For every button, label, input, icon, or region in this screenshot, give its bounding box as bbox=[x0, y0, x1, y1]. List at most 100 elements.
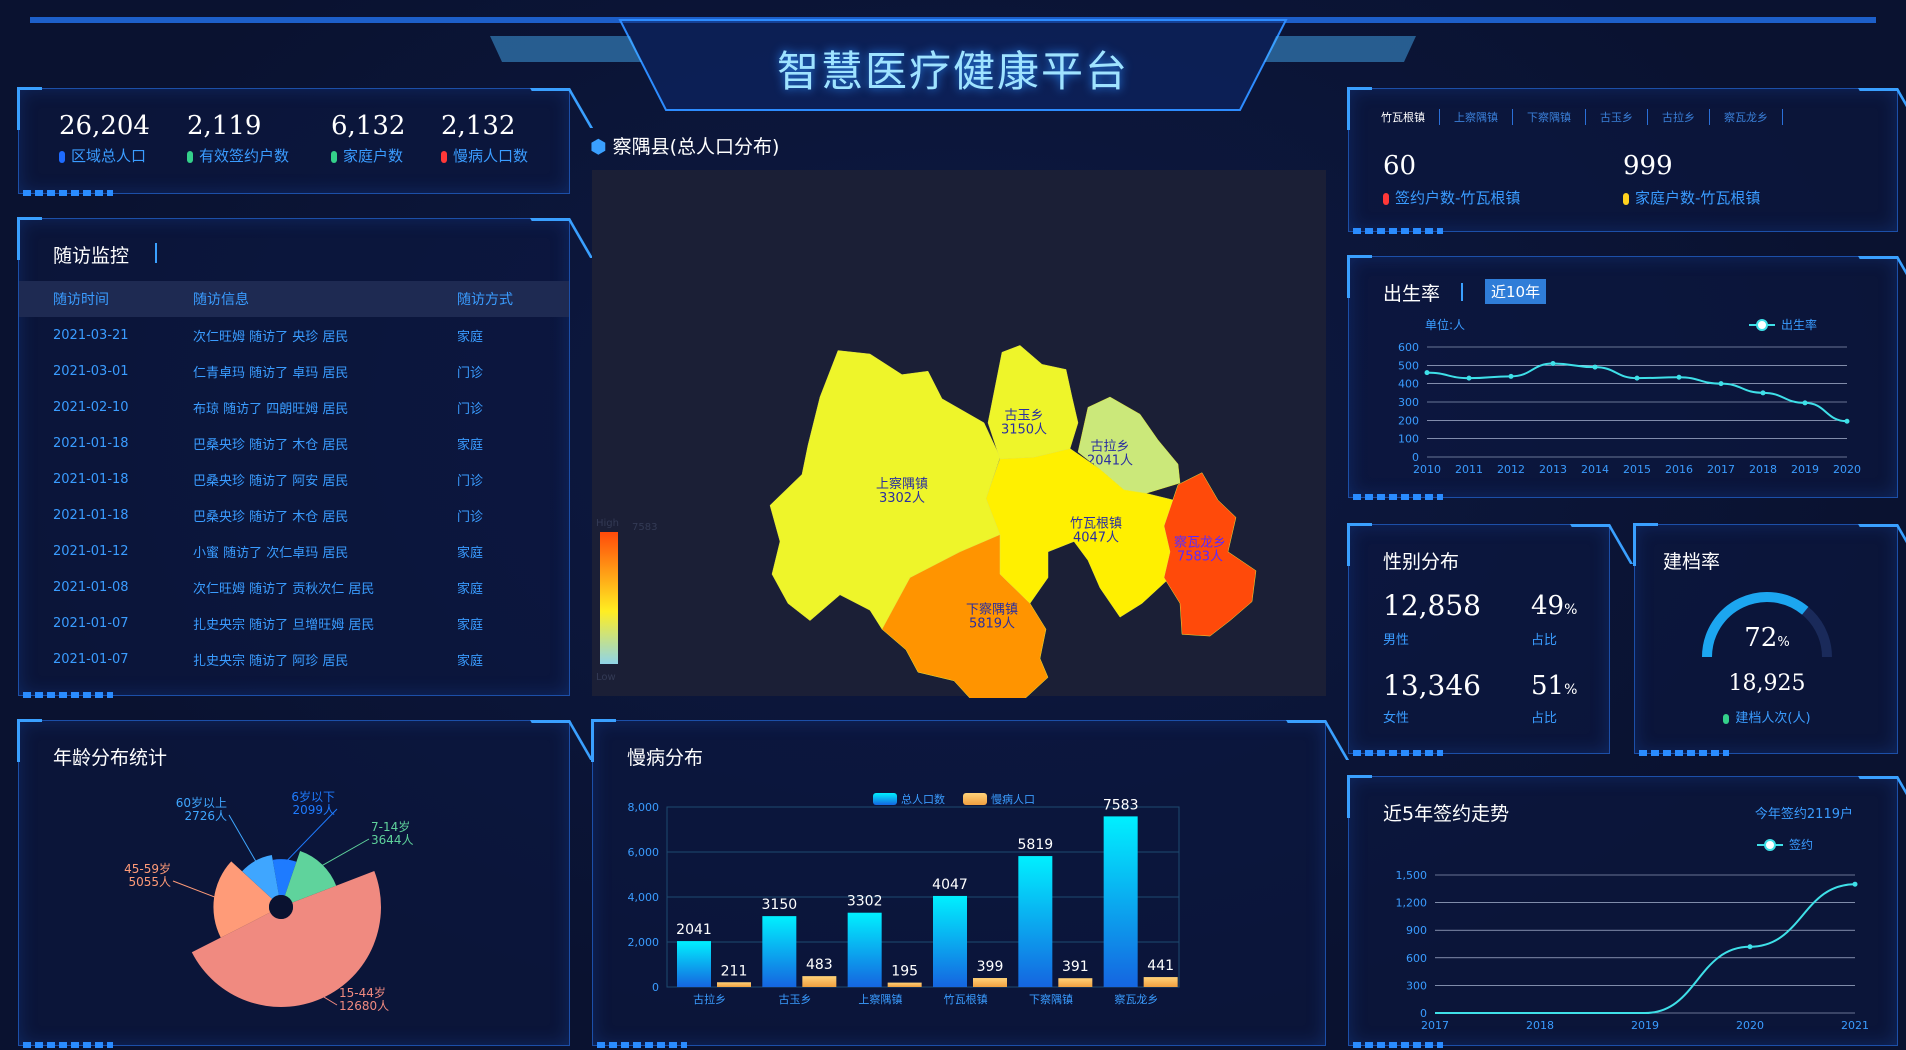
pie-slice[interactable] bbox=[242, 854, 279, 899]
bar-total[interactable] bbox=[1103, 816, 1138, 987]
bar-chronic[interactable] bbox=[1143, 977, 1178, 987]
legend-swatch bbox=[963, 793, 987, 805]
legend-label[interactable]: 出生率 bbox=[1781, 317, 1817, 332]
bar-total[interactable] bbox=[677, 941, 711, 987]
table-row[interactable]: 2021-01-18 巴桑央珍 随访了 木仓 居民 家庭 bbox=[19, 425, 569, 461]
tab-town-0[interactable]: 竹瓦根镇 bbox=[1381, 109, 1440, 125]
table-cell: 仁青卓玛 随访了 卓玛 居民 bbox=[193, 365, 349, 381]
table-row[interactable]: 2021-02-10 布琼 随访了 四朗旺姆 居民 门诊 bbox=[19, 389, 569, 425]
stat-value: 6,132 bbox=[331, 111, 406, 141]
pie-value: 5055人 bbox=[128, 875, 171, 889]
series-line bbox=[1426, 362, 1848, 423]
pie-label: 7-14岁 bbox=[371, 819, 410, 834]
table-row[interactable]: 2021-01-18 巴桑央珍 随访了 阿安 居民 门诊 bbox=[19, 461, 569, 497]
town-stat-label: 签约户数-竹瓦根镇 bbox=[1383, 187, 1623, 208]
y-axis-label: 单位:人 bbox=[1425, 317, 1465, 332]
sign-panel: 近5年签约走势 今年签约2119户 0 300 600 900 1,200 1,500 20… bbox=[1347, 775, 1906, 1048]
region-name: 下察隅镇 bbox=[966, 603, 1018, 618]
y-tick-label: 200 bbox=[1398, 414, 1419, 427]
bar-label: 399 bbox=[977, 959, 1004, 975]
visual-map-bar[interactable] bbox=[600, 532, 618, 664]
bar-chronic[interactable] bbox=[887, 982, 922, 987]
legend-label[interactable]: 总人口数 bbox=[901, 792, 945, 806]
female-pct-label: 占比 bbox=[1531, 711, 1558, 726]
table-cell: 巴桑央珍 随访了 木仓 居民 bbox=[193, 437, 349, 453]
pie-slice[interactable] bbox=[272, 859, 297, 896]
region-name: 上察隅镇 bbox=[876, 477, 928, 492]
data-point bbox=[1592, 364, 1598, 370]
bar-chronic[interactable] bbox=[1058, 978, 1093, 987]
legend-marker bbox=[1764, 839, 1776, 851]
tab-town-5[interactable]: 察瓦龙乡 bbox=[1710, 109, 1783, 125]
tab-town-4[interactable]: 古拉乡 bbox=[1648, 109, 1710, 125]
table-row[interactable]: 2021-01-18 巴桑央珍 随访了 木仓 居民 门诊 bbox=[19, 497, 569, 533]
table-row[interactable]: 2021-03-21 次仁旺姆 随访了 央珍 居民 家庭 bbox=[19, 317, 569, 353]
legend-label[interactable]: 签约 bbox=[1789, 837, 1813, 852]
x-tick-label: 2020 bbox=[1833, 463, 1861, 476]
pie-slice[interactable] bbox=[191, 870, 381, 1007]
x-tick-label: 2016 bbox=[1665, 463, 1693, 476]
tab-town-2[interactable]: 下察隅镇 bbox=[1513, 109, 1586, 125]
age-title: 年龄分布统计 bbox=[53, 747, 168, 769]
bar-label: 211 bbox=[721, 963, 748, 979]
pie-slice[interactable] bbox=[284, 850, 337, 903]
x-tick-label: 古拉乡 bbox=[693, 992, 726, 1006]
table-header: 随访时间 随访信息 随访方式 bbox=[19, 281, 569, 317]
y-tick-label: 400 bbox=[1398, 378, 1419, 391]
town-stat-label: 家庭户数-竹瓦根镇 bbox=[1623, 187, 1863, 208]
y-tick-label: 4,000 bbox=[628, 891, 660, 904]
y-tick-label: 500 bbox=[1398, 359, 1419, 372]
bar-chronic[interactable] bbox=[973, 978, 1007, 987]
age-panel: 年龄分布统计 6岁以下 2099人 7-14岁 3644人 15-44岁 12680人 45… bbox=[17, 719, 594, 1048]
table-row[interactable]: 2021-01-08 次仁旺姆 随访了 贡秋次仁 居民 家庭 bbox=[19, 569, 569, 605]
table-row[interactable]: 2021-01-12 小蜜 随访了 次仁卓玛 居民 家庭 bbox=[19, 533, 569, 569]
bar-total[interactable] bbox=[847, 912, 882, 987]
table-row[interactable]: 2021-01-07 扎史央宗 随访了 旦增旺姆 居民 家庭 bbox=[19, 605, 569, 641]
x-tick-label: 2011 bbox=[1455, 463, 1483, 476]
table-cell: 家庭 bbox=[457, 545, 484, 561]
bar-total[interactable] bbox=[1018, 856, 1053, 987]
x-tick-label: 2018 bbox=[1526, 1019, 1554, 1032]
tab-town-3[interactable]: 古玉乡 bbox=[1586, 109, 1648, 125]
data-point bbox=[1424, 370, 1430, 376]
table-cell: 2021-01-18 bbox=[53, 471, 129, 487]
bar-total[interactable] bbox=[762, 916, 797, 987]
data-point bbox=[1466, 375, 1472, 381]
bar-chronic[interactable] bbox=[717, 982, 751, 987]
pie-slice[interactable] bbox=[213, 861, 273, 938]
town-stat-value: 60 bbox=[1383, 151, 1417, 181]
town-panel: 竹瓦根镇 上察隅镇 下察隅镇 古玉乡 古拉乡 察瓦龙乡 60 签约户数-竹瓦根镇 999 家庭户… bbox=[1347, 87, 1906, 234]
archive-count: 18,925 bbox=[1728, 671, 1806, 696]
x-tick-label: 上察隅镇 bbox=[858, 992, 902, 1006]
male-pct: 49 bbox=[1531, 591, 1565, 621]
table-cell: 门诊 bbox=[457, 401, 484, 417]
y-tick-label: 600 bbox=[1406, 952, 1427, 965]
table-row[interactable]: 2021-01-07 扎史央宗 随访了 阿珍 居民 家庭 bbox=[19, 641, 569, 677]
region-name: 古拉乡 bbox=[1090, 439, 1129, 454]
bar-total[interactable] bbox=[933, 895, 967, 987]
archive-label: 建档人次(人) bbox=[1735, 711, 1811, 726]
x-tick-label: 古玉乡 bbox=[779, 993, 812, 1006]
y-tick-label: 1,200 bbox=[1396, 897, 1428, 910]
male-value: 12,858 bbox=[1383, 589, 1481, 622]
bar-chronic[interactable] bbox=[802, 976, 837, 987]
legend-label[interactable]: 慢病人口 bbox=[991, 792, 1035, 806]
table-row[interactable]: 2021-03-01 仁青卓玛 随访了 卓玛 居民 门诊 bbox=[19, 353, 569, 389]
column-header: 随访时间 bbox=[53, 292, 109, 308]
series-line bbox=[1435, 883, 1856, 1014]
sign-note: 今年签约2119户 bbox=[1754, 807, 1853, 822]
birth-badge[interactable]: 近10年 bbox=[1485, 279, 1547, 304]
stat-0: 26,204 区域总人口 bbox=[59, 111, 187, 166]
male-label: 男性 bbox=[1383, 633, 1410, 648]
pie-leader-line bbox=[284, 808, 338, 864]
followup-table: 随访时间 随访信息 随访方式 2021-03-21 次仁旺姆 随访了 央珍 居民 家庭 20… bbox=[19, 281, 569, 677]
region-name: 竹瓦根镇 bbox=[1070, 517, 1122, 532]
table-cell: 家庭 bbox=[457, 329, 484, 345]
tab-town-1[interactable]: 上察隅镇 bbox=[1440, 109, 1513, 125]
